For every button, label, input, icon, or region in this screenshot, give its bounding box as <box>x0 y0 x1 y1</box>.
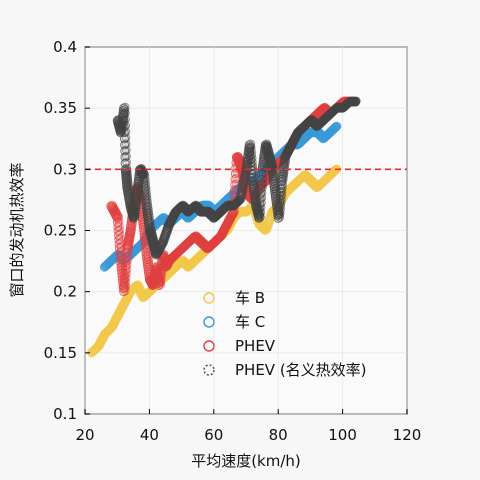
data-point <box>154 281 164 291</box>
data-point <box>331 122 341 132</box>
data-point <box>119 278 129 288</box>
data-point <box>330 166 340 176</box>
y-tick-label: 0.2 <box>53 283 77 301</box>
y-tick-label: 0.3 <box>53 160 77 178</box>
x-tick-label: 120 <box>393 426 422 444</box>
data-point <box>329 123 339 133</box>
data-point <box>120 265 130 275</box>
x-axis-title: 平均速度(km/h) <box>191 452 301 470</box>
y-axis-title: 窗口的发动机热效率 <box>8 162 26 297</box>
data-point <box>121 252 131 262</box>
data-point <box>121 257 131 267</box>
data-point <box>329 166 339 176</box>
x-tick-label: 80 <box>269 426 288 444</box>
data-point <box>155 274 165 284</box>
data-point <box>121 261 131 271</box>
data-point <box>329 124 339 134</box>
data-point <box>119 287 129 297</box>
legend-label: PHEV <box>235 337 276 355</box>
data-point <box>119 282 129 292</box>
data-point <box>154 277 164 287</box>
data-point <box>155 271 165 281</box>
x-tick-label: 60 <box>204 426 223 444</box>
data-point <box>118 284 128 294</box>
data-point <box>155 268 165 278</box>
y-tick-label: 0.15 <box>44 344 77 362</box>
data-point <box>331 122 341 132</box>
legend-label: PHEV (名义热效率) <box>235 361 367 379</box>
data-point <box>330 123 340 133</box>
legend-label: 车 C <box>235 313 265 331</box>
data-point <box>120 270 130 280</box>
y-tick-label: 0.4 <box>53 38 77 56</box>
x-tick-label: 40 <box>140 426 159 444</box>
data-point <box>120 274 130 284</box>
y-tick-label: 0.1 <box>53 405 77 423</box>
data-point <box>329 167 339 177</box>
x-tick-label: 100 <box>328 426 357 444</box>
y-tick-label: 0.35 <box>44 99 77 117</box>
series-layer <box>86 96 361 358</box>
x-tick-label: 20 <box>75 426 94 444</box>
legend-label: 车 B <box>235 289 265 307</box>
y-tick-label: 0.25 <box>44 222 77 240</box>
